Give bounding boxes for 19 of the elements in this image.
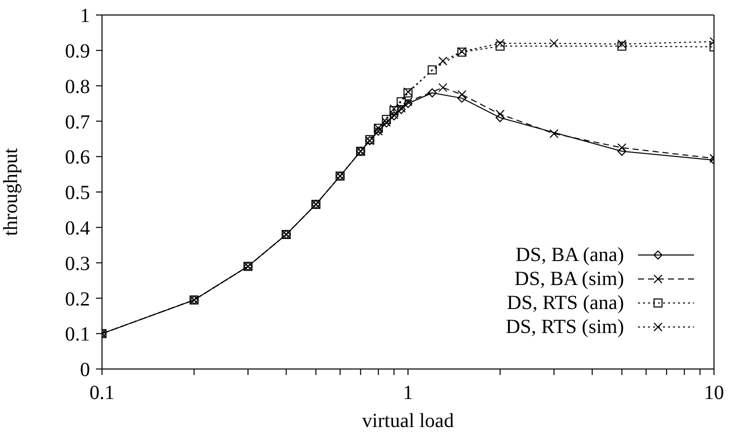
y-tick-label: 0 [80, 359, 90, 382]
x-tick-label: 1 [403, 382, 413, 404]
legend-label: DS, RTS (sim) [506, 315, 624, 339]
y-tick-label: 0.8 [65, 76, 90, 98]
legend-label: DS, BA (ana) [516, 243, 624, 267]
x-axis-title: virtual load [362, 410, 454, 432]
y-axis-title: throughput [0, 148, 22, 236]
legend-label: DS, BA (sim) [514, 267, 624, 291]
y-tick-label: 0.5 [65, 182, 90, 204]
y-tick-label: 0.2 [65, 288, 90, 310]
legend-label: DS, RTS (ana) [506, 291, 624, 315]
y-tick-label: 0.9 [65, 40, 90, 62]
y-tick-label: 0.7 [65, 111, 90, 134]
y-tick-label: 0.3 [65, 252, 90, 275]
x-tick-label: 10 [704, 382, 724, 404]
y-tick-label: 0.4 [65, 218, 90, 240]
y-tick-label: 0.1 [65, 324, 90, 346]
y-tick-label: 0.6 [65, 146, 90, 169]
y-tick-label: 1 [80, 5, 90, 28]
